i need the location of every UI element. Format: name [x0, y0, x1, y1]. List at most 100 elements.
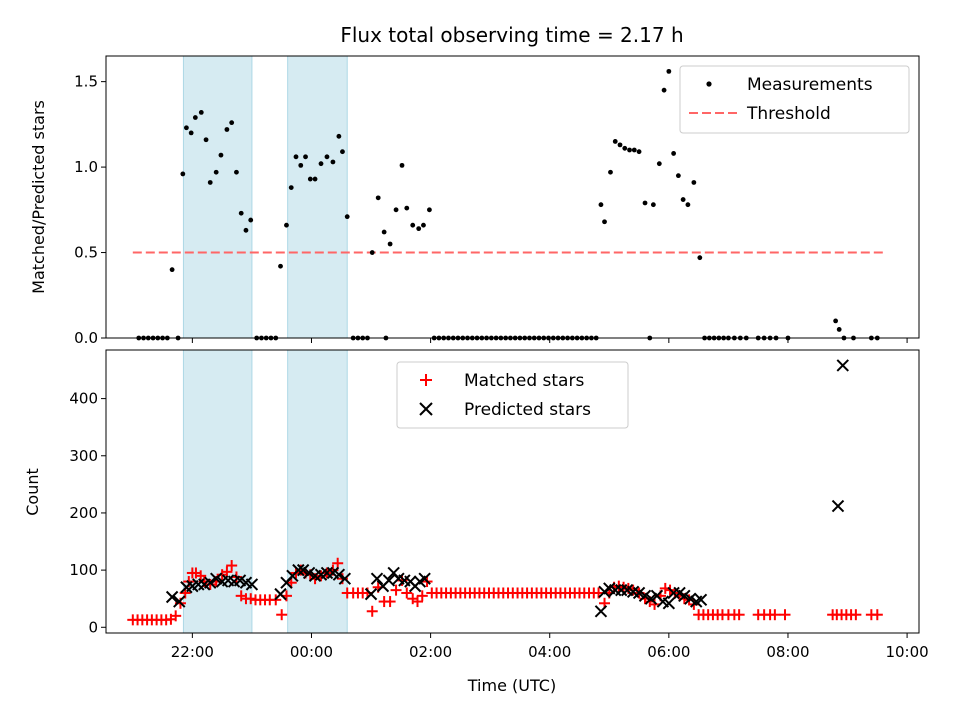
x-tick-label: 06:00: [647, 643, 690, 661]
measurement-point: [180, 171, 186, 177]
matched-star-point: [401, 587, 413, 599]
measurement-point: [213, 169, 219, 175]
matched-star-point: [384, 596, 396, 608]
measurement-point: [169, 267, 175, 273]
legend-predicted-label: Predicted stars: [464, 400, 591, 420]
measurement-point: [416, 226, 422, 232]
measurement-point: [399, 162, 405, 168]
predicted-star-point: [594, 605, 608, 618]
x-tick-label: 02:00: [409, 643, 452, 661]
measurement-point: [198, 110, 204, 115]
x-tick-label: 00:00: [290, 643, 333, 661]
measurement-point: [229, 120, 235, 126]
measurement-point: [387, 241, 393, 247]
predicted-star-point: [370, 572, 384, 585]
measurement-point: [248, 217, 254, 223]
matched-star-point: [390, 584, 402, 596]
measurement-point: [697, 255, 703, 261]
measurement-point: [627, 147, 632, 153]
measurement-point: [685, 202, 691, 208]
matched-star-point: [769, 609, 781, 621]
predicted-star-point: [644, 592, 658, 605]
measurement-point: [666, 68, 672, 74]
predicted-star-point: [638, 589, 652, 603]
shaded-window: [287, 349, 348, 634]
predicted-star-point: [165, 590, 179, 604]
x-tick-label: 22:00: [171, 643, 214, 661]
y-tick-label: 100: [69, 561, 98, 579]
predicted-star-point: [418, 572, 431, 585]
bottom-y-ticks: 0 100 200 300 400: [69, 390, 106, 636]
matched-star-point: [170, 610, 182, 622]
y-tick-label: 200: [69, 504, 98, 522]
top-legend: Measurements Threshold: [679, 65, 910, 134]
measurement-point: [404, 205, 410, 211]
predicted-star-point: [632, 586, 646, 600]
measurement-point: [636, 149, 642, 155]
matched-star-point: [733, 609, 745, 621]
measurement-point: [243, 227, 249, 233]
measurement-point: [375, 195, 381, 201]
measurement-point: [393, 207, 399, 213]
y-tick-label: 0.0: [74, 329, 98, 347]
matched-star-point: [276, 609, 288, 621]
predicted-star-point: [678, 589, 691, 603]
measurement-point: [612, 139, 618, 144]
matched-star-point: [412, 596, 424, 608]
measurement-point: [598, 202, 604, 208]
measurement-point: [381, 229, 387, 235]
bottom-legend: Matched stars Predicted stars: [396, 361, 629, 429]
legend-matched-label: Matched stars: [464, 371, 584, 391]
measurement-point: [192, 115, 198, 120]
predicted-star-point: [245, 578, 259, 591]
matched-star-point: [416, 590, 428, 602]
measurement-point: [421, 222, 426, 228]
y-tick-label: 400: [69, 390, 98, 408]
predicted-star-point: [364, 587, 378, 601]
top-legend-box: [679, 65, 910, 134]
y-tick-label: 0: [88, 618, 98, 636]
measurement-point: [617, 142, 623, 148]
measurement-point: [203, 137, 209, 143]
measurement-point: [303, 154, 308, 160]
predicted-star-point: [296, 563, 310, 577]
measurement-point: [336, 133, 342, 139]
matched-star-point: [245, 593, 257, 605]
measurement-point: [238, 210, 244, 216]
measurement-point: [293, 154, 299, 160]
predicted-star-points: [165, 359, 849, 618]
measurement-point: [218, 152, 224, 158]
measurement-point: [680, 197, 686, 202]
bottom-legend-box: [396, 361, 629, 429]
legend-measurements-label: Measurements: [747, 75, 873, 95]
predicted-star-point: [694, 593, 708, 607]
predicted-star-point: [204, 576, 217, 589]
predicted-star-point: [332, 568, 346, 581]
chart-title: Flux total observing time = 2.17 h: [340, 23, 683, 47]
x-tick-label: 08:00: [766, 643, 809, 661]
measurement-point: [656, 161, 662, 167]
top-y-axis-label: Matched/Predicted stars: [29, 100, 48, 294]
measurement-point: [298, 162, 304, 168]
measurement-point: [278, 263, 283, 269]
matched-star-point: [204, 578, 216, 590]
measurement-point: [188, 130, 194, 136]
top-x-ticks: [191, 338, 908, 343]
matched-star-point: [850, 609, 862, 621]
measurement-point: [602, 219, 607, 225]
measurement-point: [234, 169, 239, 175]
measurement-point: [284, 222, 289, 228]
predicted-star-point: [292, 563, 305, 577]
predicted-star-point: [831, 499, 845, 513]
measurement-point: [608, 169, 613, 175]
measurement-point: [650, 202, 656, 208]
predicted-star-point: [662, 597, 676, 610]
top-axes-frame: [105, 55, 920, 339]
measurement-point: [312, 176, 318, 182]
matched-star-point: [366, 605, 378, 617]
predicted-star-point: [209, 572, 223, 585]
shaded-window: [287, 55, 348, 339]
predicted-star-point: [302, 566, 316, 580]
x-tick-label: 04:00: [528, 643, 571, 661]
measurement-point: [207, 180, 213, 185]
